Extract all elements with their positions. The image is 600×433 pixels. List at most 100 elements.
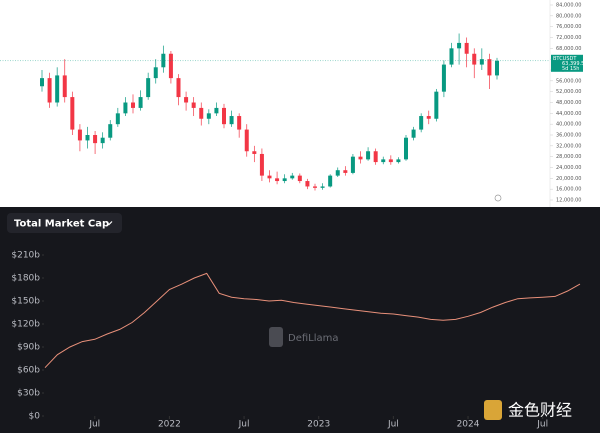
candle-body	[131, 102, 135, 108]
y-tick-label: $180b	[11, 274, 40, 284]
y-tick-label: 84,000.00	[556, 3, 581, 9]
y-tick-label: 20,000.00	[556, 176, 581, 182]
y-tick-label: $120b	[11, 320, 40, 330]
candle-body	[290, 175, 295, 179]
candle-body	[85, 135, 90, 141]
candle-body	[40, 78, 44, 87]
y-tick-label: $60b	[17, 366, 40, 376]
candle-body	[259, 153, 264, 176]
y-tick-label: 32,000.00	[556, 143, 581, 149]
candle-body	[282, 178, 287, 182]
candle-body	[464, 42, 469, 54]
candle-body	[373, 151, 378, 163]
candle-body	[297, 175, 302, 182]
x-tick-label: 2024	[457, 420, 480, 430]
y-tick-label: 40,000.00	[556, 122, 581, 128]
candle-body	[77, 129, 82, 141]
symbol: BTCUSDT	[553, 56, 577, 62]
candle-body	[100, 137, 105, 144]
candle-body	[244, 129, 249, 152]
candle-body	[358, 156, 363, 160]
y-tick-label: 12,000.00	[556, 198, 581, 204]
candle-body	[434, 91, 439, 119]
candle-body	[108, 124, 113, 138]
candle-body	[441, 64, 446, 92]
candle-body	[419, 116, 424, 130]
candle-body	[222, 107, 226, 125]
candle-body	[168, 53, 173, 79]
candle-body	[229, 116, 234, 125]
candle-body	[191, 102, 196, 108]
x-tick-label: Jul	[387, 420, 399, 430]
candle-body	[206, 113, 211, 119]
candle-body	[70, 97, 75, 130]
candle-body	[214, 107, 219, 114]
countdown: 5d 15h	[562, 66, 579, 72]
candle-body	[343, 170, 348, 173]
y-tick-label: 48,000.00	[556, 100, 581, 106]
y-tick-label: $30b	[17, 389, 40, 399]
x-tick-label: 2023	[307, 420, 330, 430]
candle-body	[495, 60, 499, 76]
y-tick-label: 76,000.00	[556, 24, 581, 30]
watermark: DefiLlama	[288, 333, 339, 344]
candle-body	[161, 53, 166, 68]
candle-body	[146, 78, 151, 98]
y-tick-label: 24,000.00	[556, 165, 581, 171]
candle-body	[388, 159, 393, 163]
candle-body	[426, 116, 431, 119]
y-tick-label: 44,000.00	[556, 111, 581, 117]
y-tick-label: $90b	[17, 343, 40, 353]
candle-body	[275, 178, 280, 182]
x-tick-label: Jul	[536, 420, 548, 430]
candle-body	[305, 181, 310, 187]
candle-body	[199, 107, 204, 119]
bottom-panel	[0, 207, 600, 433]
candle-body	[153, 67, 158, 79]
chevron	[105, 221, 113, 226]
candle-body	[381, 159, 386, 163]
source-logo	[484, 400, 502, 420]
watermark-logo	[269, 327, 283, 347]
candle-body	[47, 78, 52, 103]
y-tick-label: 28,000.00	[556, 154, 581, 160]
source-mark: 金色财经	[508, 401, 572, 420]
y-tick-label: $210b	[11, 251, 40, 261]
y-tick-label: 80,000.00	[556, 13, 581, 19]
metric-button[interactable]	[7, 213, 122, 233]
candle-body	[320, 186, 325, 188]
y-tick-label: $0	[29, 412, 41, 422]
market-cap-line	[44, 272, 581, 369]
candle-body	[267, 175, 272, 179]
x-tick-label: Jul	[238, 420, 250, 430]
candle-body	[328, 175, 333, 187]
y-tick-label: 72,000.00	[556, 35, 581, 41]
candle-body	[313, 186, 317, 188]
candle-body	[62, 75, 67, 98]
candle-body	[176, 78, 181, 98]
candle-body	[138, 97, 143, 108]
candle-body	[404, 137, 408, 160]
candle-body	[487, 59, 492, 76]
candle-body	[93, 135, 98, 144]
x-tick-label: 2022	[158, 420, 181, 430]
y-tick-label: $150b	[11, 297, 40, 307]
scroll-icon[interactable]	[494, 194, 502, 202]
candle-body	[237, 116, 242, 130]
candle-body	[411, 129, 416, 138]
candle-body	[123, 102, 128, 114]
y-tick-label: 36,000.00	[556, 133, 581, 139]
y-tick-label: 56,000.00	[556, 78, 581, 84]
x-tick-label: Jul	[88, 420, 100, 430]
candle-body	[449, 48, 454, 65]
candle-body	[396, 159, 401, 163]
candle-body	[184, 97, 189, 103]
candle-body	[479, 59, 484, 65]
y-tick-label: 68,000.00	[556, 46, 581, 52]
candle-body	[366, 151, 371, 160]
candle-body	[335, 170, 340, 176]
top-panel	[0, 0, 600, 207]
candle-body	[350, 156, 355, 173]
metric-label: Total Market Cap	[14, 219, 109, 230]
